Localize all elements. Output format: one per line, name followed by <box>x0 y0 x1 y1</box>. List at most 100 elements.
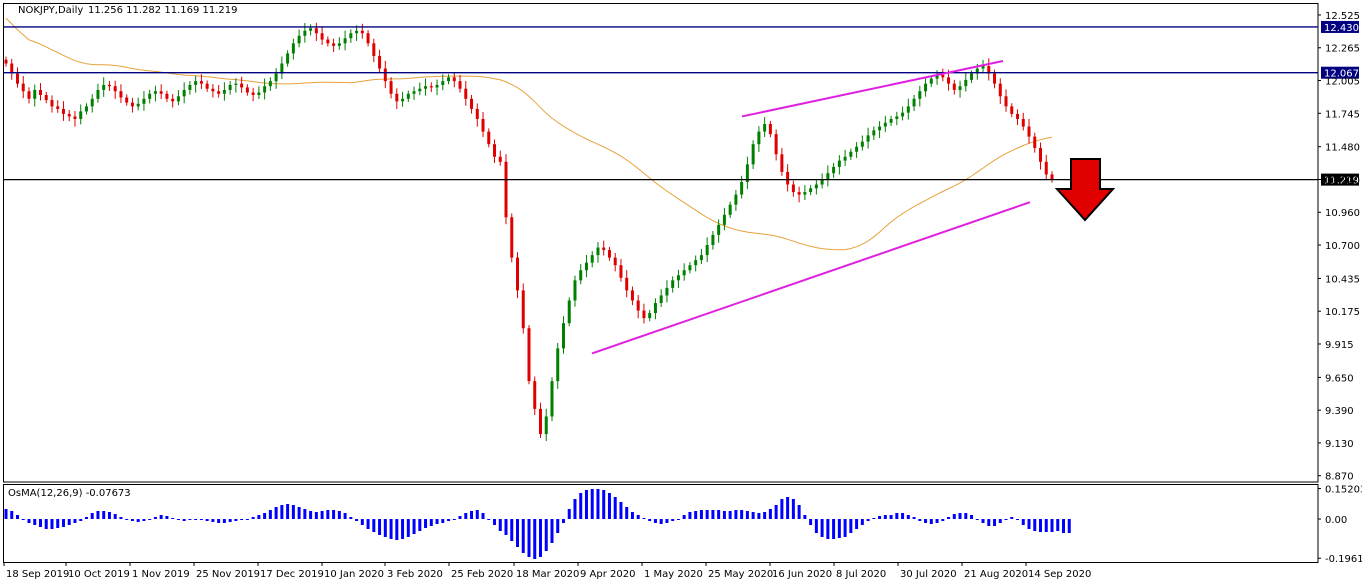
candle-body <box>780 154 784 172</box>
osma-bar <box>849 519 853 533</box>
candle-body <box>1021 118 1025 127</box>
osma-bar <box>303 509 307 519</box>
osma-bar <box>211 519 215 522</box>
osma-bar <box>194 519 198 520</box>
candle-body <box>4 59 8 64</box>
osma-bar <box>395 519 399 540</box>
candle-body <box>366 33 370 44</box>
osma-bar <box>786 497 790 519</box>
candle-body <box>56 106 60 109</box>
candle-body <box>826 173 830 180</box>
osma-bar <box>998 519 1002 523</box>
osma-bar <box>901 513 905 519</box>
osma-bar <box>929 519 933 524</box>
osma-bar <box>50 519 54 529</box>
candle-body <box>211 88 215 92</box>
candle-body <box>148 93 152 99</box>
candle-body <box>395 93 399 102</box>
osma-bar <box>987 519 991 526</box>
candle-body <box>107 84 111 87</box>
osma-bar <box>498 519 502 531</box>
osma-bar <box>935 519 939 523</box>
price-tick-label: 10.435 <box>1325 274 1360 285</box>
candle-body <box>234 83 238 85</box>
candle-body <box>728 204 732 215</box>
osma-bar <box>924 519 928 523</box>
candle-body <box>165 93 169 99</box>
candle-body <box>188 84 192 90</box>
date-tick-label: 1 May 2020 <box>644 569 703 580</box>
candle-body <box>245 87 249 93</box>
osma-bar <box>1033 519 1037 531</box>
candle-body <box>268 81 272 87</box>
osma-bar <box>90 513 94 519</box>
candle-body <box>602 247 606 251</box>
osma-bar <box>326 510 330 519</box>
candle-body <box>912 98 916 107</box>
osma-bar <box>102 511 106 519</box>
osma-bar <box>378 519 382 535</box>
osma-bar <box>625 507 629 519</box>
osma-bar <box>73 519 77 523</box>
osma-bar <box>1056 519 1060 531</box>
osma-bar <box>383 519 387 537</box>
osma-bar <box>906 515 910 519</box>
osma-bar <box>61 519 65 527</box>
osma-bar <box>84 517 88 519</box>
candle-body <box>786 171 790 185</box>
osma-bar <box>424 519 428 528</box>
osma-bar <box>809 519 813 525</box>
candle-body <box>61 108 65 114</box>
osma-bar <box>56 519 60 528</box>
date-tick-label: 17 Dec 2019 <box>260 569 324 580</box>
osma-bar <box>291 505 295 519</box>
osma-bar <box>504 519 508 535</box>
osma-bar <box>493 519 497 525</box>
osma-bar <box>510 519 514 541</box>
osma-bar <box>751 512 755 519</box>
candle-body <box>878 126 882 131</box>
candle-body <box>550 381 554 417</box>
osma-bar <box>780 499 784 519</box>
candle-body <box>199 81 203 84</box>
osma-bar <box>676 519 680 520</box>
osma-bar <box>349 517 353 519</box>
osma-bar <box>1044 519 1048 532</box>
candle-body <box>320 33 324 40</box>
osma-bar <box>550 519 554 543</box>
osma-bar <box>774 505 778 519</box>
osma-bar <box>757 513 761 519</box>
candle-body <box>694 260 698 266</box>
price-tick-label: 9.130 <box>1325 439 1354 450</box>
candle-body <box>38 89 42 96</box>
candle-body <box>125 97 129 103</box>
candle-body <box>21 83 25 92</box>
candle-body <box>705 245 709 256</box>
osma-bar <box>67 519 71 525</box>
osma-tick-label: 0.15203 <box>1325 485 1362 496</box>
candle-body <box>607 250 611 258</box>
osma-bar <box>10 511 14 519</box>
candle-body <box>447 77 451 82</box>
price-tick-label: 10.175 <box>1325 307 1360 318</box>
osma-bar <box>199 519 203 520</box>
candle-body <box>832 166 836 174</box>
candle-body <box>987 66 991 74</box>
osma-bar <box>860 519 864 525</box>
price-tick-label: 11.745 <box>1325 109 1360 120</box>
candle-body <box>303 30 307 36</box>
osma-bar <box>1067 519 1071 533</box>
candle-body <box>567 300 571 324</box>
price-tick-label: 9.650 <box>1325 373 1354 384</box>
candle-body <box>257 92 261 96</box>
osma-bar <box>665 519 669 523</box>
osma-bar <box>130 519 134 521</box>
osma-bar <box>412 519 416 534</box>
candle-body <box>50 100 54 107</box>
osma-bar <box>596 489 600 519</box>
osma-bar <box>694 511 698 519</box>
osma-bar <box>521 519 525 553</box>
down-arrow-icon <box>1054 158 1116 222</box>
candle-body <box>280 63 284 74</box>
osma-bar <box>584 490 588 519</box>
